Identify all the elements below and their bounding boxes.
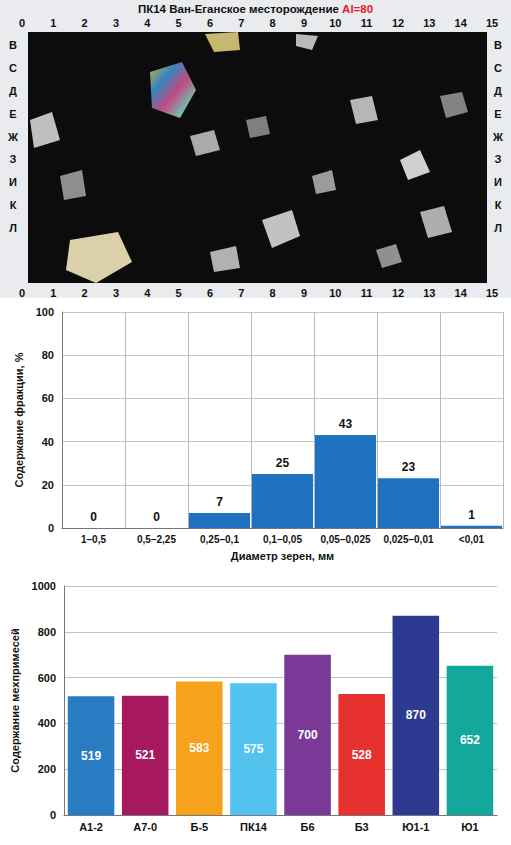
svg-text:519: 519 [81,749,101,763]
svg-text:13: 13 [423,17,435,29]
svg-text:600: 600 [38,672,56,684]
svg-text:Л: Л [494,222,502,234]
svg-text:9: 9 [301,17,307,29]
svg-text:ПК14: ПК14 [240,821,268,833]
svg-text:Д: Д [9,85,17,97]
svg-text:11: 11 [361,287,373,298]
svg-text:К: К [495,199,502,211]
svg-text:В: В [494,39,502,51]
svg-text:870: 870 [406,708,426,722]
svg-text:7: 7 [216,495,223,509]
svg-text:0: 0 [90,510,97,524]
svg-text:0: 0 [48,522,54,534]
svg-text:1: 1 [468,508,475,522]
svg-text:0: 0 [19,287,25,298]
svg-text:0,5–2,25: 0,5–2,25 [137,534,176,545]
svg-text:3: 3 [113,17,119,29]
svg-text:З: З [10,153,17,165]
svg-text:Ю1: Ю1 [461,821,478,833]
svg-text:0,1–0,05: 0,1–0,05 [263,534,302,545]
svg-text:Л: Л [9,222,17,234]
svg-text:5: 5 [176,287,182,298]
svg-text:528: 528 [352,748,372,762]
svg-text:1: 1 [50,17,56,29]
svg-text:0,05–0,025: 0,05–0,025 [320,534,370,545]
svg-text:3: 3 [113,287,119,298]
svg-text:0: 0 [153,510,160,524]
svg-text:Б6: Б6 [301,821,315,833]
svg-text:100: 100 [36,306,54,318]
svg-text:60: 60 [42,392,54,404]
svg-text:Б-5: Б-5 [190,821,208,833]
svg-text:8: 8 [270,287,276,298]
svg-text:80: 80 [42,349,54,361]
svg-text:7: 7 [238,17,244,29]
svg-text:0: 0 [50,809,56,821]
svg-text:25: 25 [276,456,290,470]
svg-text:А1-2: А1-2 [79,821,103,833]
svg-text:К: К [10,199,17,211]
svg-text:1000: 1000 [32,580,56,592]
svg-text:8: 8 [270,17,276,29]
svg-text:С: С [9,62,17,74]
svg-text:23: 23 [402,460,416,474]
svg-text:0: 0 [19,17,25,29]
svg-text:4: 4 [144,287,151,298]
svg-text:1–0,5: 1–0,5 [81,534,106,545]
svg-text:Б3: Б3 [355,821,369,833]
svg-text:Ж: Ж [7,131,18,143]
svg-text:И: И [9,176,17,188]
svg-text:6: 6 [207,17,213,29]
svg-text:43: 43 [339,417,353,431]
svg-text:Диаметр зерен, мм: Диаметр зерен, мм [231,550,334,562]
svg-text:Д: Д [494,85,502,97]
svg-text:Ж: Ж [492,131,503,143]
svg-text:800: 800 [38,626,56,638]
svg-text:0,025–0,01: 0,025–0,01 [383,534,433,545]
svg-text:В: В [9,39,17,51]
svg-text:15: 15 [486,17,498,29]
svg-text:З: З [495,153,502,165]
svg-text:13: 13 [423,287,435,298]
svg-text:Содержание мехпримесей: Содержание мехпримесей [9,628,21,772]
svg-text:10: 10 [329,17,341,29]
svg-text:Содержание фракции, %: Содержание фракции, % [13,352,25,487]
svg-text:А7-0: А7-0 [133,821,157,833]
svg-text:<0,01: <0,01 [459,534,485,545]
svg-text:200: 200 [38,763,56,775]
svg-text:575: 575 [243,742,263,756]
svg-text:1: 1 [50,287,56,298]
svg-text:9: 9 [301,287,307,298]
svg-text:С: С [494,62,502,74]
svg-text:2: 2 [82,287,88,298]
svg-text:12: 12 [392,17,404,29]
svg-text:14: 14 [455,287,468,298]
svg-text:И: И [494,176,502,188]
svg-text:Е: Е [9,108,16,120]
svg-text:5: 5 [176,17,182,29]
svg-text:0,25–0,1: 0,25–0,1 [200,534,239,545]
svg-text:14: 14 [455,17,468,29]
svg-text:652: 652 [460,733,480,747]
svg-text:10: 10 [329,287,341,298]
svg-text:Е: Е [494,108,501,120]
svg-text:4: 4 [144,17,151,29]
svg-text:2: 2 [82,17,88,29]
svg-text:12: 12 [392,287,404,298]
svg-text:7: 7 [238,287,244,298]
svg-text:521: 521 [135,748,155,762]
svg-text:400: 400 [38,717,56,729]
svg-text:40: 40 [42,436,54,448]
svg-text:11: 11 [361,17,373,29]
svg-text:Ю1-1: Ю1-1 [402,821,429,833]
svg-text:ПК14 Ван-Еганское месторождени: ПК14 Ван-Еганское месторождение Al=80 [138,3,373,15]
svg-text:6: 6 [207,287,213,298]
svg-text:20: 20 [42,479,54,491]
svg-text:700: 700 [298,728,318,742]
svg-text:583: 583 [189,741,209,755]
svg-text:15: 15 [486,287,498,298]
